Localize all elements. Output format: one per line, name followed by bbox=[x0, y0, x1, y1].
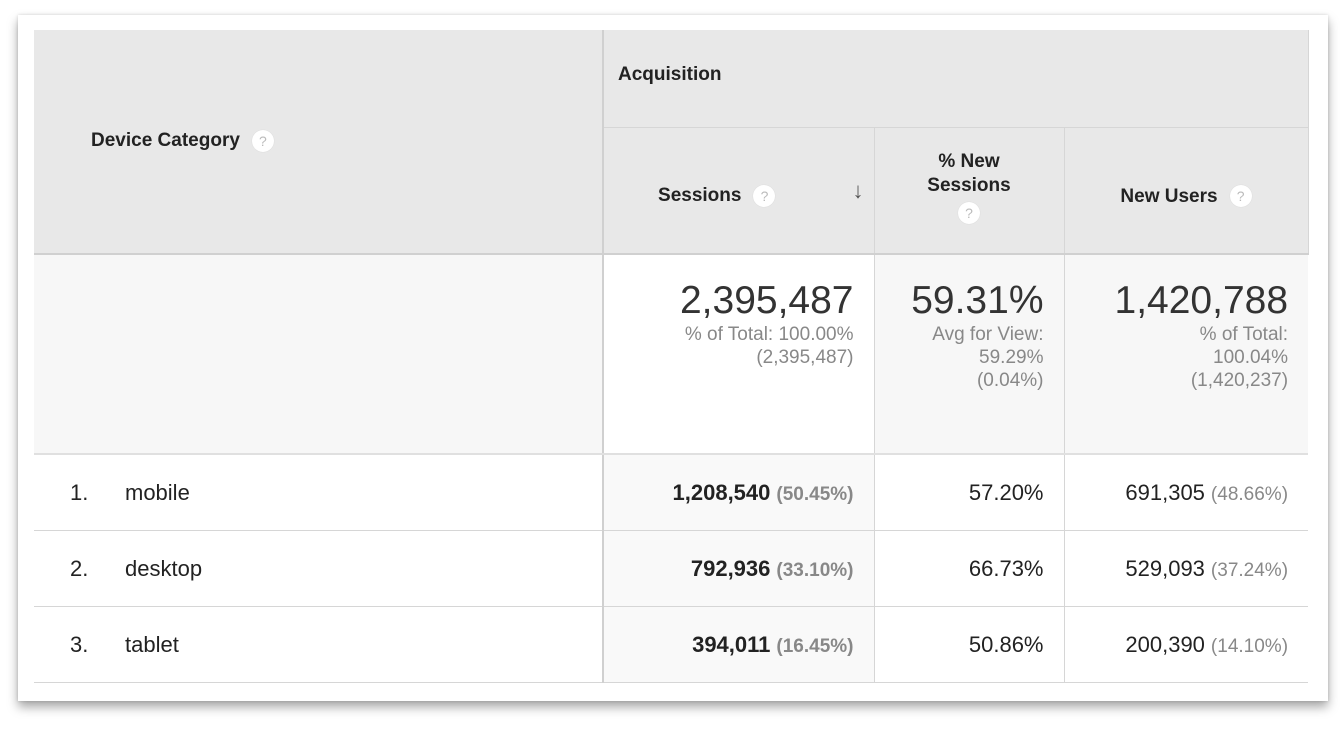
sessions-value: 394,011 bbox=[692, 631, 771, 657]
avg-diff: (0.04%) bbox=[976, 370, 1044, 391]
new-sessions-value: 57.20% bbox=[968, 479, 1044, 505]
row-index: 1. bbox=[70, 479, 89, 505]
new-users-total-abs: (1,420,237) bbox=[1190, 370, 1289, 391]
new-users-value: 200,390 bbox=[1125, 631, 1205, 657]
row-index: 2. bbox=[70, 555, 89, 581]
help-icon[interactable]: ? bbox=[958, 202, 980, 224]
summary-new-users: 1,420,788 % of Total: 100.04% (1,420,237… bbox=[1064, 254, 1309, 455]
table-row: 2. desktop 792,936 (33.10%) 66.73% 529,093… bbox=[34, 530, 1309, 607]
report-table: Device Category? Acquisition Sessions? ↓… bbox=[34, 30, 1309, 683]
sessions-header[interactable]: Sessions? ↓ bbox=[602, 127, 875, 255]
total-sessions: 2,395,487 bbox=[679, 279, 854, 322]
device-link[interactable]: tablet bbox=[125, 631, 179, 657]
table-row: 1. mobile 1,208,540 (50.45%) 57.20% 691,30… bbox=[34, 454, 1309, 531]
new-sessions-value: 50.86% bbox=[968, 631, 1044, 657]
total-new-sessions: 59.31% bbox=[911, 279, 1044, 322]
table-row: 3. tablet 394,011 (16.45%) 50.86% 200,390(… bbox=[34, 606, 1309, 683]
sessions-pct: (50.45%) bbox=[776, 483, 854, 505]
new-users-total-pct: 100.04% bbox=[1213, 347, 1289, 368]
new-sessions-header[interactable]: % New Sessions? bbox=[874, 127, 1065, 255]
new-sessions-value: 66.73% bbox=[968, 555, 1044, 581]
total-new-users: 1,420,788 bbox=[1114, 279, 1289, 322]
sessions-label: Sessions bbox=[658, 185, 742, 207]
new-users-value: 691,305 bbox=[1125, 479, 1205, 505]
new-users-value: 529,093 bbox=[1125, 555, 1205, 581]
device-link[interactable]: mobile bbox=[125, 479, 190, 505]
new-users-pct: (37.24%) bbox=[1210, 559, 1289, 581]
new-users-pct: (48.66%) bbox=[1210, 483, 1289, 505]
device-category-label: Device Category bbox=[91, 130, 240, 152]
sort-descending-icon[interactable]: ↓ bbox=[852, 178, 864, 203]
summary-new-sessions: 59.31% Avg for View: 59.29% (0.04%) bbox=[874, 254, 1065, 455]
row-index: 3. bbox=[70, 631, 89, 657]
new-sessions-label-2: Sessions bbox=[927, 175, 1011, 196]
acquisition-group-header: Acquisition bbox=[601, 30, 1309, 128]
new-users-pct: (14.10%) bbox=[1210, 635, 1289, 657]
sessions-total-abs: (2,395,487) bbox=[756, 347, 854, 368]
new-users-total-label: % of Total: bbox=[1199, 324, 1289, 345]
summary-label-cell bbox=[34, 254, 604, 455]
new-users-label: New Users bbox=[1120, 185, 1218, 207]
help-icon[interactable]: ? bbox=[1229, 185, 1252, 208]
sessions-value: 1,208,540 bbox=[672, 479, 771, 505]
acquisition-label: Acquisition bbox=[618, 64, 722, 85]
summary-sessions: 2,395,487 % of Total: 100.00% (2,395,487… bbox=[602, 254, 875, 455]
avg-label: Avg for View: bbox=[932, 324, 1044, 345]
avg-value: 59.29% bbox=[979, 347, 1044, 368]
new-sessions-label-1: % New bbox=[938, 151, 1000, 172]
sessions-pct: (16.45%) bbox=[776, 635, 854, 657]
summary-row: 2,395,487 % of Total: 100.00% (2,395,487… bbox=[34, 254, 1309, 455]
sessions-pct: (33.10%) bbox=[776, 559, 854, 581]
sessions-value: 792,936 bbox=[690, 555, 771, 581]
help-icon[interactable]: ? bbox=[753, 185, 776, 208]
sessions-total-pct: % of Total: 100.00% bbox=[684, 324, 854, 345]
new-users-header[interactable]: New Users? bbox=[1064, 127, 1309, 255]
device-category-header[interactable]: Device Category? bbox=[34, 30, 604, 255]
help-icon[interactable]: ? bbox=[251, 130, 274, 153]
device-link[interactable]: desktop bbox=[125, 555, 203, 581]
